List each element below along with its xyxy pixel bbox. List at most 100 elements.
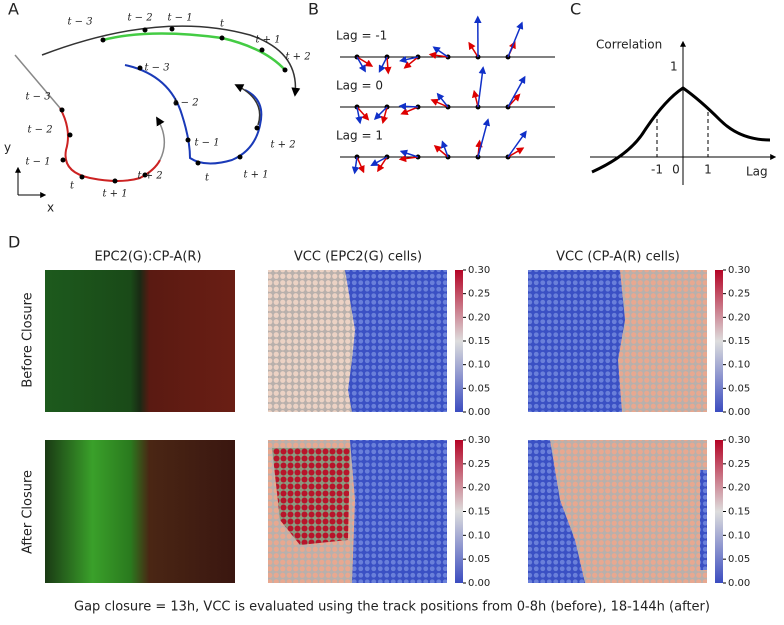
colorbar-label: 0.30 — [728, 265, 750, 276]
blue-vector — [356, 56, 366, 73]
time-label: t − 1 — [25, 157, 50, 168]
tick-label: 1 — [670, 60, 678, 74]
track-point — [137, 65, 143, 71]
blue-vector — [373, 106, 388, 120]
time-label: t − 3 — [144, 63, 169, 74]
time-label: t − 2 — [173, 98, 198, 109]
track-point — [254, 125, 260, 131]
time-label: t − 3 — [25, 92, 50, 103]
colorbar-label: 0.00 — [728, 407, 750, 418]
axis-label: Correlation — [596, 38, 662, 52]
track-point — [173, 100, 179, 106]
tick-label: 1 — [704, 163, 712, 177]
colorbar-label: 0.15 — [468, 507, 490, 518]
track-point — [195, 160, 201, 166]
row-label: Before Closure — [21, 292, 36, 387]
colorbar-label: 0.10 — [468, 530, 490, 541]
colorbar-label: 0.05 — [468, 554, 490, 565]
colorbar-label: 0.25 — [728, 459, 750, 470]
blue-vector — [507, 75, 526, 108]
colorbar-label: 0.00 — [468, 407, 490, 418]
column-title: VCC (CP-A(R) cells) — [556, 250, 680, 265]
blue-vector — [432, 46, 449, 58]
images — [45, 270, 723, 583]
time-label: t — [220, 19, 225, 30]
track-point — [100, 37, 106, 43]
colorbar-label: 0.20 — [728, 483, 750, 494]
red-vector — [356, 56, 374, 67]
red-vector — [356, 106, 370, 121]
blue-vector — [477, 66, 487, 108]
time-label: t − 2 — [127, 13, 152, 24]
blue-vector — [378, 56, 388, 73]
colorbar-label: 0.05 — [728, 554, 750, 565]
blue-vector — [507, 21, 524, 58]
panel-label: B — [308, 0, 319, 19]
red-vector — [356, 156, 365, 174]
colorbar-label: 0.30 — [468, 435, 490, 446]
column-title: VCC (EPC2(G) cells) — [294, 250, 422, 265]
time-label: t + 1 — [255, 35, 280, 46]
track-point — [67, 132, 73, 138]
red-vector — [430, 98, 449, 108]
track-point — [142, 172, 148, 178]
blue-vector — [399, 149, 419, 158]
blue-vector — [355, 106, 363, 125]
blue-vector — [398, 102, 419, 111]
panel-label: C — [570, 0, 581, 19]
panel-label: D — [8, 233, 20, 252]
colorbar-label: 0.05 — [468, 383, 490, 394]
track-point — [169, 26, 175, 32]
red-vector — [400, 106, 419, 115]
colorbar-label: 0.15 — [468, 336, 490, 347]
colorbar-label: 0.25 — [468, 289, 490, 300]
red-vector — [377, 156, 388, 173]
colorbar-label: 0.00 — [728, 578, 750, 589]
colorbar-label: 0.10 — [468, 360, 490, 371]
panel-label: A — [8, 0, 19, 19]
red-vector — [428, 51, 449, 60]
column-title: EPC2(G):CP-A(R) — [94, 250, 201, 265]
time-label: t — [70, 181, 75, 192]
colorbar-label: 0.10 — [728, 360, 750, 371]
axis-label: Lag — [746, 165, 768, 179]
track-point — [60, 157, 66, 163]
red-vector — [384, 56, 392, 75]
colorbar-label: 0.25 — [468, 459, 490, 470]
colorbar-label: 0.30 — [728, 435, 750, 446]
blue-vector — [440, 140, 449, 158]
track-point — [112, 178, 118, 184]
track-point — [142, 27, 148, 33]
blue-vector — [477, 118, 491, 158]
blue-vector — [351, 156, 360, 175]
red-vector — [468, 41, 479, 58]
time-label: t − 1 — [167, 13, 192, 24]
time-label: t + 1 — [243, 170, 268, 181]
colorbar-label: 0.10 — [728, 530, 750, 541]
time-label: t + 2 — [285, 52, 310, 63]
blue-vector — [436, 92, 449, 108]
track-point — [79, 174, 85, 180]
caption: Gap closure = 13h, VCC is evaluated usin… — [74, 600, 710, 615]
colorbar-label: 0.20 — [468, 312, 490, 323]
time-label: t + 2 — [270, 140, 295, 151]
row-label: Lag = 1 — [336, 129, 383, 143]
axis-label: x — [47, 201, 54, 215]
time-label: t − 3 — [67, 17, 92, 28]
time-label: t − 2 — [27, 125, 52, 136]
time-label: t − 1 — [194, 138, 219, 149]
colorbar-label: 0.15 — [728, 507, 750, 518]
row-label: Lag = -1 — [336, 29, 387, 43]
colorbar-label: 0.20 — [468, 483, 490, 494]
red-vector — [433, 145, 449, 158]
track-point — [185, 137, 191, 143]
time-label: t + 2 — [137, 171, 162, 182]
red-vector — [398, 154, 419, 163]
colorbar-label: 0.25 — [728, 289, 750, 300]
colorbar-label: 0.30 — [468, 265, 490, 276]
track-point — [282, 67, 288, 73]
tick-label: -1 — [651, 163, 663, 177]
colorbar-label: 0.05 — [728, 383, 750, 394]
colorbar-label: 0.00 — [468, 578, 490, 589]
